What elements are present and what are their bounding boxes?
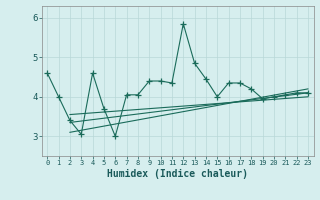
X-axis label: Humidex (Indice chaleur): Humidex (Indice chaleur): [107, 169, 248, 179]
